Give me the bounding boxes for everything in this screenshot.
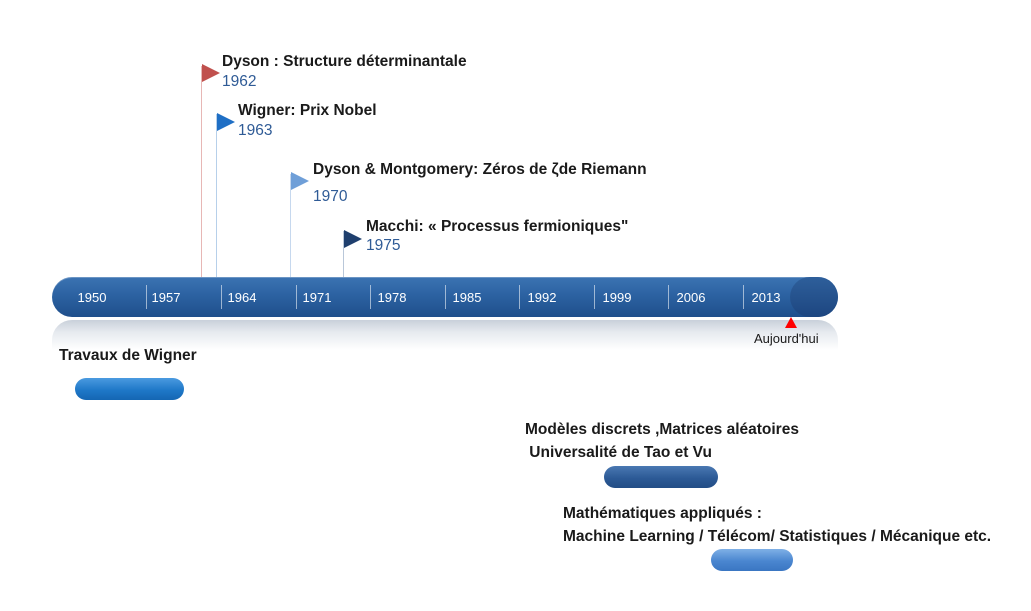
event-title: Macchi: « Processus fermioniques" bbox=[366, 218, 629, 235]
period-title: Travaux de Wigner bbox=[59, 347, 197, 364]
tick-divider bbox=[296, 285, 297, 309]
tick-label: 1957 bbox=[151, 290, 181, 305]
event-year: 1962 bbox=[222, 73, 257, 90]
tick-divider bbox=[668, 285, 669, 309]
event-pole-1970 bbox=[290, 174, 291, 277]
event-year: 1975 bbox=[366, 237, 401, 254]
tick-divider bbox=[221, 285, 222, 309]
period-title: Modèles discrets ,Matrices aléatoires bbox=[525, 421, 799, 438]
tick-label: 1950 bbox=[77, 290, 107, 305]
tick-divider bbox=[445, 285, 446, 309]
flag-icon bbox=[291, 172, 309, 190]
event-year: 1970 bbox=[313, 188, 348, 205]
tick-label: 1999 bbox=[602, 290, 632, 305]
period-bar bbox=[75, 378, 184, 400]
period-title: Mathématiques appliqués : bbox=[563, 505, 762, 522]
tick-label: 1978 bbox=[377, 290, 407, 305]
tick-divider bbox=[743, 285, 744, 309]
flag-icon bbox=[202, 64, 220, 82]
tick-label: 1985 bbox=[452, 290, 482, 305]
period-title: Machine Learning / Télécom/ Statistiques… bbox=[563, 528, 992, 545]
today-label: Aujourd'hui bbox=[754, 331, 819, 346]
period-bar bbox=[604, 466, 718, 488]
period-title: Universalité de Tao et Vu bbox=[525, 444, 712, 461]
event-pole-1962 bbox=[201, 66, 202, 277]
period-bar bbox=[711, 549, 793, 571]
tick-label: 2013 bbox=[751, 290, 781, 305]
tick-label: 1992 bbox=[527, 290, 557, 305]
tick-divider bbox=[594, 285, 595, 309]
event-title: Wigner: Prix Nobel bbox=[238, 102, 377, 119]
tick-label: 1971 bbox=[302, 290, 332, 305]
event-pole-1963 bbox=[216, 114, 217, 277]
timeline-reflection bbox=[52, 320, 838, 350]
tick-divider bbox=[146, 285, 147, 309]
tick-divider bbox=[519, 285, 520, 309]
tick-label: 2006 bbox=[676, 290, 706, 305]
tick-label: 1964 bbox=[227, 290, 257, 305]
event-year: 1963 bbox=[238, 122, 273, 139]
event-pole-1975 bbox=[343, 231, 344, 277]
timeline-end-cap bbox=[790, 277, 838, 317]
today-marker-icon bbox=[785, 317, 797, 328]
flag-icon bbox=[217, 113, 235, 131]
tick-divider bbox=[370, 285, 371, 309]
flag-icon bbox=[344, 230, 362, 248]
event-title: Dyson & Montgomery: Zéros de ζde Riemann bbox=[313, 161, 647, 178]
event-title: Dyson : Structure déterminantale bbox=[222, 53, 467, 70]
